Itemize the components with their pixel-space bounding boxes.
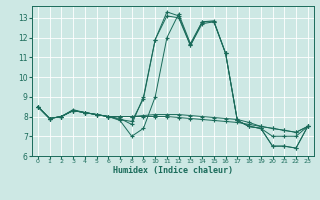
X-axis label: Humidex (Indice chaleur): Humidex (Indice chaleur) <box>113 166 233 175</box>
